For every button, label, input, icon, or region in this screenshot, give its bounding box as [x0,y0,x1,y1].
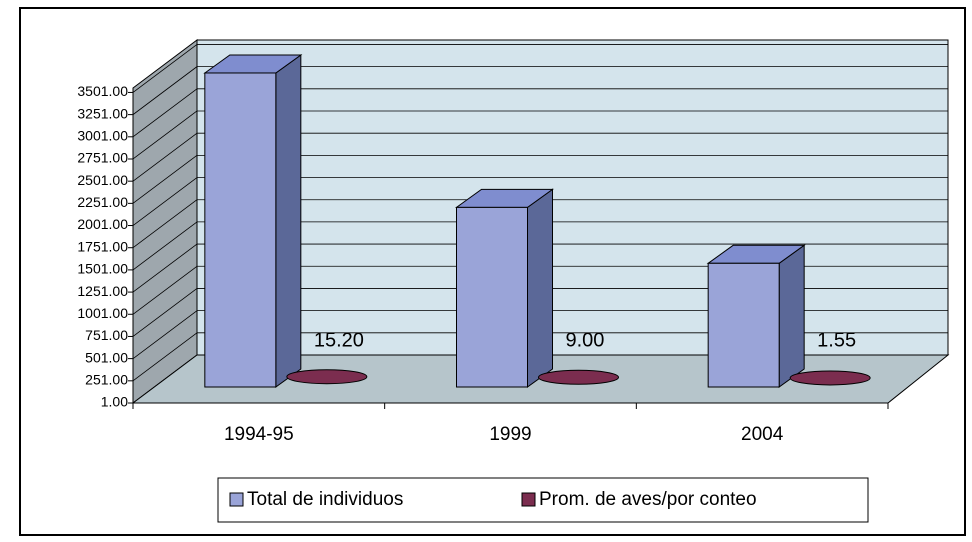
legend-label: Prom. de aves/por conteo [539,489,757,510]
y-tick-label: 1501.00 [77,261,128,277]
value-label: 15.20 [314,329,364,351]
disc [789,370,871,386]
grid-line [132,88,198,138]
x-tick-label: 2004 [741,424,784,445]
grid-line [132,177,198,226]
grid-line [132,288,198,337]
grid-line [132,243,198,293]
y-tick-label: 751.00 [85,327,128,343]
grid-line [132,221,198,271]
x-tick-label: 1994-95 [224,424,294,445]
bar [456,206,528,388]
value-label: 9.00 [566,329,605,351]
bar [204,72,277,388]
y-tick-label: 251.00 [85,372,128,388]
back-wall [196,39,949,356]
side-wall [132,39,198,404]
grid-line [132,265,198,315]
grid-line [132,199,198,249]
bar-side [778,244,805,388]
value-label: 1.55 [817,329,856,351]
y-tick-label: 1001.00 [77,305,128,321]
bar-side [275,53,302,388]
y-tick-label: 1.00 [101,394,128,410]
y-tick-label: 1251.00 [77,283,128,299]
grid-line [132,44,198,93]
legend-swatch [521,492,536,507]
y-tick-label: 2001.00 [77,216,128,232]
legend-label: Total de individuos [247,489,403,510]
y-tick-label: 3251.00 [77,105,128,121]
legend-swatch [229,492,244,507]
y-tick-label: 3501.00 [77,83,128,99]
grid-line [132,110,198,160]
grid-line [132,155,198,204]
bar-side [527,188,553,388]
x-tick-label: 1999 [489,424,531,445]
disc [538,369,619,385]
grid-line [132,132,198,182]
legend [217,477,869,523]
grid-line [132,310,198,359]
y-tick-label: 1751.00 [77,238,128,254]
y-tick-label: 2501.00 [77,172,128,188]
disc [286,369,368,385]
y-tick-label: 2751.00 [77,150,128,166]
y-tick-label: 2251.00 [77,194,128,210]
grid-line [132,332,198,382]
bar [707,262,780,388]
grid-line [132,66,198,115]
y-tick-label: 3001.00 [77,128,128,144]
y-tick-label: 501.00 [85,349,128,365]
